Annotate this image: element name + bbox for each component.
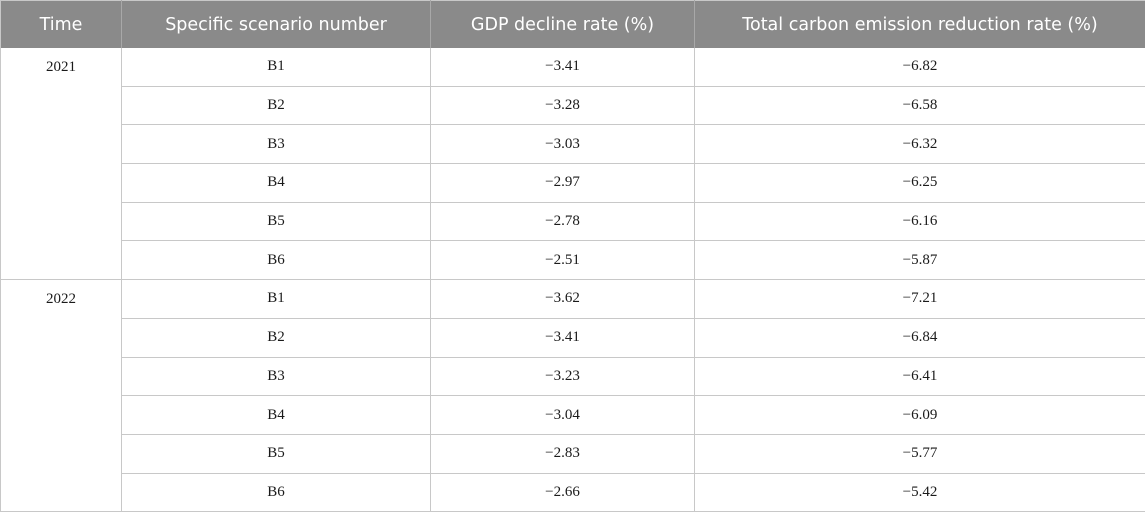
header-row: Time Specific scenario number GDP declin… xyxy=(1,1,1145,49)
gdp-cell: −3.04 xyxy=(431,396,695,435)
header-scenario: Specific scenario number xyxy=(122,1,431,49)
table-row: B5 −2.83 −5.77 xyxy=(1,434,1145,473)
carbon-cell: −7.21 xyxy=(695,280,1145,319)
table-header: Time Specific scenario number GDP declin… xyxy=(1,1,1145,49)
header-time: Time xyxy=(1,1,122,49)
carbon-cell: −6.84 xyxy=(695,318,1145,357)
scenario-cell: B3 xyxy=(122,357,431,396)
scenario-cell: B6 xyxy=(122,473,431,512)
gdp-cell: −3.62 xyxy=(431,280,695,319)
carbon-cell: −6.09 xyxy=(695,396,1145,435)
scenario-cell: B4 xyxy=(122,164,431,203)
carbon-cell: −5.77 xyxy=(695,434,1145,473)
scenario-cell: B2 xyxy=(122,318,431,357)
gdp-cell: −3.41 xyxy=(431,318,695,357)
table-row: B5 −2.78 −6.16 xyxy=(1,202,1145,241)
time-cell: 2021 xyxy=(1,48,122,280)
gdp-cell: −3.28 xyxy=(431,86,695,125)
gdp-cell: −2.51 xyxy=(431,241,695,280)
scenario-cell: B2 xyxy=(122,86,431,125)
scenario-cell: B3 xyxy=(122,125,431,164)
header-gdp-decline: GDP decline rate (%) xyxy=(431,1,695,49)
carbon-cell: −6.41 xyxy=(695,357,1145,396)
scenario-cell: B4 xyxy=(122,396,431,435)
gdp-cell: −2.78 xyxy=(431,202,695,241)
header-carbon-reduction: Total carbon emission reduction rate (%) xyxy=(695,1,1145,49)
carbon-cell: −6.32 xyxy=(695,125,1145,164)
time-cell: 2022 xyxy=(1,280,122,512)
scenario-cell: B1 xyxy=(122,48,431,86)
carbon-cell: −5.42 xyxy=(695,473,1145,512)
carbon-cell: −6.58 xyxy=(695,86,1145,125)
table-row: B4 −2.97 −6.25 xyxy=(1,164,1145,203)
table-row: B4 −3.04 −6.09 xyxy=(1,396,1145,435)
table-body: 2021 B1 −3.41 −6.82 B2 −3.28 −6.58 B3 −3… xyxy=(1,48,1145,512)
scenario-cell: B6 xyxy=(122,241,431,280)
carbon-cell: −6.82 xyxy=(695,48,1145,86)
gdp-cell: −2.66 xyxy=(431,473,695,512)
scenario-cell: B5 xyxy=(122,434,431,473)
gdp-cell: −2.83 xyxy=(431,434,695,473)
gdp-cell: −3.41 xyxy=(431,48,695,86)
table-row: B6 −2.51 −5.87 xyxy=(1,241,1145,280)
scenario-cell: B1 xyxy=(122,280,431,319)
scenario-cell: B5 xyxy=(122,202,431,241)
table-row: B3 −3.23 −6.41 xyxy=(1,357,1145,396)
table-row: 2022 B1 −3.62 −7.21 xyxy=(1,280,1145,319)
gdp-cell: −2.97 xyxy=(431,164,695,203)
gdp-cell: −3.23 xyxy=(431,357,695,396)
table-row: B3 −3.03 −6.32 xyxy=(1,125,1145,164)
table-row: B2 −3.41 −6.84 xyxy=(1,318,1145,357)
table-row: B6 −2.66 −5.42 xyxy=(1,473,1145,512)
carbon-cell: −6.16 xyxy=(695,202,1145,241)
gdp-cell: −3.03 xyxy=(431,125,695,164)
table-row: B2 −3.28 −6.58 xyxy=(1,86,1145,125)
table-row: 2021 B1 −3.41 −6.82 xyxy=(1,48,1145,86)
carbon-cell: −5.87 xyxy=(695,241,1145,280)
carbon-cell: −6.25 xyxy=(695,164,1145,203)
